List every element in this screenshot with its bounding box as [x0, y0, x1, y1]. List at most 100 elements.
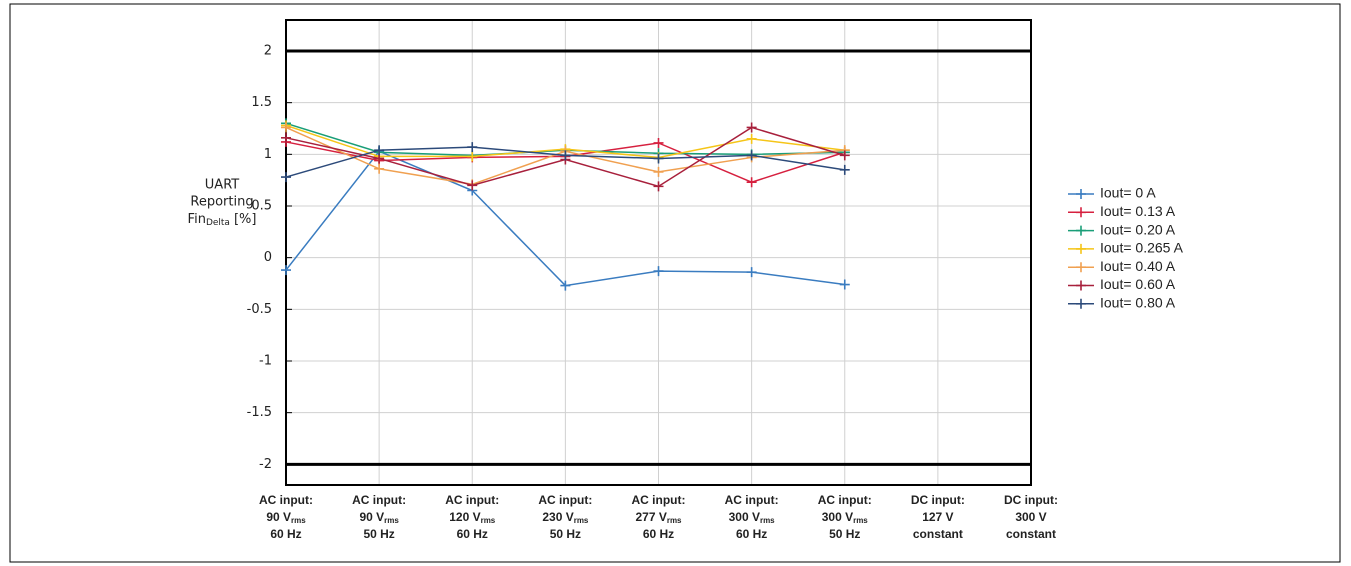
x-tick-label-text: 50 Hz — [829, 527, 860, 541]
legend-label: Iout= 0.265 A — [1100, 240, 1184, 256]
legend-label: Iout= 0 A — [1100, 185, 1156, 201]
legend-label: Iout= 0.40 A — [1100, 258, 1176, 274]
x-tick-label: AC input: — [352, 493, 406, 507]
marker — [653, 181, 664, 192]
y-tick-label: -2 — [259, 457, 272, 472]
x-tick-label: 60 Hz — [736, 527, 767, 541]
marker — [653, 153, 664, 164]
legend-marker — [1076, 225, 1086, 236]
marker — [374, 145, 385, 156]
marker — [281, 172, 291, 183]
y-tick-label: -1.5 — [247, 405, 272, 420]
y-tick-label: 1.5 — [251, 95, 272, 110]
x-tick-label-text: 300 V — [822, 510, 853, 524]
marker — [374, 163, 385, 174]
marker — [653, 166, 664, 177]
x-tick-label-text: constant — [1006, 527, 1056, 541]
x-tick-label-subscript: rms — [760, 516, 775, 525]
y-tick-label: 0.5 — [251, 199, 272, 214]
x-tick-label: DC input: — [911, 493, 965, 507]
legend-label: Iout= 0.13 A — [1100, 203, 1176, 219]
marker — [746, 150, 757, 161]
y-tick-label: -0.5 — [247, 302, 272, 317]
legend-label: Iout= 0.20 A — [1100, 221, 1176, 237]
x-tick-label-text: AC input: — [818, 493, 872, 507]
x-tick-label-subscript: rms — [384, 516, 399, 525]
x-tick-label: 300 V — [1015, 510, 1046, 524]
x-tick-label-text: AC input: — [445, 493, 499, 507]
x-tick-label: AC input: — [632, 493, 686, 507]
marker — [467, 180, 478, 191]
x-tick-label-text: 300 V — [1015, 510, 1046, 524]
y-axis-label: FinDelta [%] — [188, 212, 257, 228]
x-tick-label: 60 Hz — [457, 527, 488, 541]
y-axis-label-base: Fin — [188, 212, 206, 227]
marker — [746, 177, 757, 188]
legend-label: Iout= 0.80 A — [1100, 295, 1176, 311]
y-tick-label: 1 — [264, 147, 272, 162]
x-tick-label: 127 V — [922, 510, 953, 524]
x-tick-label: AC input: — [818, 493, 872, 507]
x-tick-label-text: 50 Hz — [550, 527, 581, 541]
x-tick-label-subscript: rms — [574, 516, 589, 525]
x-tick-label-text: AC input: — [538, 493, 592, 507]
y-axis-label: UART — [205, 178, 239, 193]
x-tick-label-text: 60 Hz — [457, 527, 488, 541]
marker — [653, 137, 664, 148]
marker — [560, 280, 571, 291]
x-tick-label-text: 90 V — [359, 510, 384, 524]
x-tick-label-text: 60 Hz — [643, 527, 674, 541]
x-tick-label-text: 230 V — [542, 510, 573, 524]
x-tick-label: 277 Vrms — [635, 510, 682, 525]
x-tick-label-text: AC input: — [632, 493, 686, 507]
x-tick-label: 300 Vrms — [822, 510, 869, 525]
legend-label: Iout= 0.60 A — [1100, 276, 1176, 292]
plot-frame — [285, 19, 1032, 486]
y-axis-label: Reporting — [190, 195, 253, 210]
x-tick-label-subscript: rms — [853, 516, 868, 525]
x-tick-label-text: 50 Hz — [363, 527, 394, 541]
legend-marker — [1076, 243, 1086, 254]
x-tick-label: 90 Vrms — [266, 510, 306, 525]
marker — [281, 132, 291, 143]
x-tick-label: 300 Vrms — [729, 510, 776, 525]
x-tick-label-text: AC input: — [259, 493, 313, 507]
legend-marker — [1076, 207, 1086, 218]
marker — [653, 266, 664, 277]
x-tick-label-subscript: rms — [667, 516, 682, 525]
x-tick-label-text: constant — [913, 527, 963, 541]
frame — [9, 3, 1341, 563]
y-tick-label: -1 — [259, 354, 272, 369]
x-tick-label: 90 Vrms — [359, 510, 399, 525]
marker — [560, 150, 571, 161]
x-tick-label: AC input: — [445, 493, 499, 507]
legend-marker — [1076, 298, 1086, 309]
marker — [839, 164, 850, 175]
x-tick-label: AC input: — [538, 493, 592, 507]
x-tick-label-text: DC input: — [911, 493, 965, 507]
marker — [467, 151, 478, 162]
x-tick-label: AC input: — [725, 493, 779, 507]
y-tick-label: 0 — [264, 250, 272, 265]
x-tick-label-text: DC input: — [1004, 493, 1058, 507]
x-tick-label-text: 120 V — [449, 510, 480, 524]
marker — [746, 133, 757, 144]
marker — [467, 142, 478, 153]
x-tick-label: constant — [913, 527, 963, 541]
x-tick-label: constant — [1006, 527, 1056, 541]
y-axis-label-subscript: Delta — [206, 218, 230, 228]
x-tick-label: 60 Hz — [270, 527, 301, 541]
x-tick-label-text: 60 Hz — [736, 527, 767, 541]
marker — [746, 267, 757, 278]
marker — [281, 265, 291, 276]
x-tick-label: 50 Hz — [550, 527, 581, 541]
x-tick-label-text: AC input: — [352, 493, 406, 507]
x-tick-label-text: AC input: — [725, 493, 779, 507]
x-tick-label-text: 300 V — [729, 510, 760, 524]
x-tick-label-text: 90 V — [266, 510, 291, 524]
x-tick-label-subscript: rms — [481, 516, 496, 525]
x-tick-label: 50 Hz — [829, 527, 860, 541]
series — [281, 142, 850, 183]
x-tick-label-text: 277 V — [635, 510, 666, 524]
